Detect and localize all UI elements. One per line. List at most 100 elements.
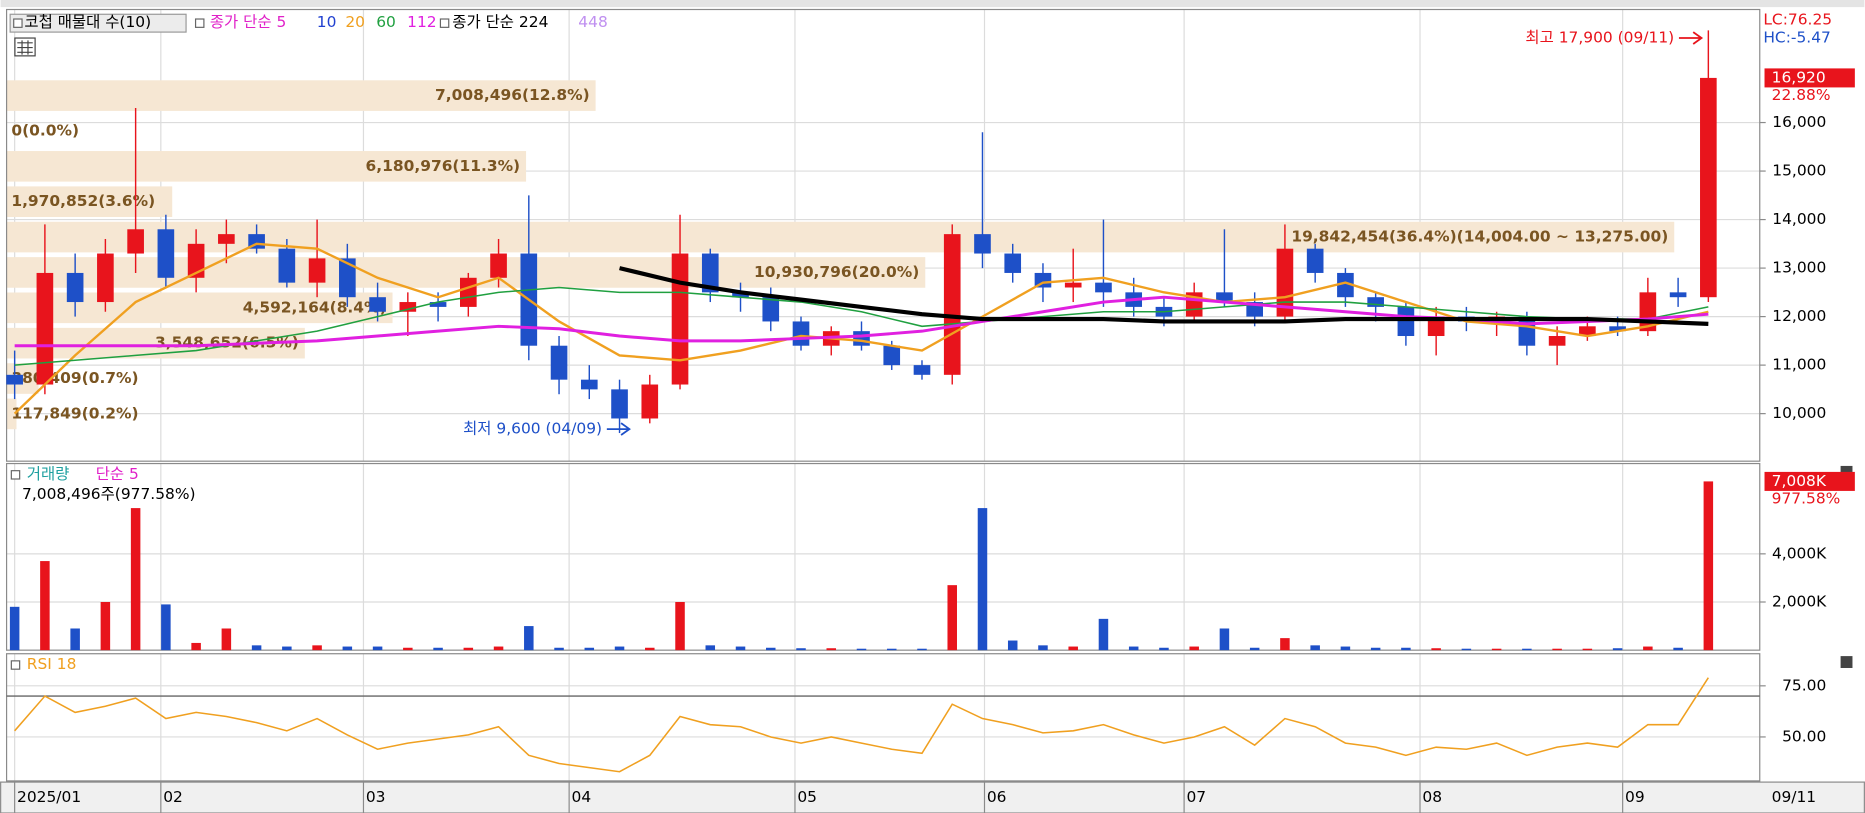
volume-bar [130,508,141,651]
volume-bar [1612,648,1623,651]
volume-bar [524,626,534,651]
close-button[interactable] [1840,465,1853,478]
candle-body [1548,336,1566,346]
candle-body [127,229,144,254]
y-tick-label: 11,000 [1772,356,1826,374]
candle-body [1004,253,1022,273]
volume-panel [5,462,1761,651]
legend-entry: 10 [317,13,337,31]
volume-bar [735,646,746,651]
volume-bar [1370,647,1381,651]
last-change-label: 22.88% [1772,86,1831,104]
lc-label: LC:76.25 [1763,11,1832,29]
moving-average [14,286,1709,366]
candle-body [792,321,810,346]
low-arrow [606,422,631,436]
volume-bar [1007,640,1018,651]
volume-bar [826,648,837,651]
volume-bar [312,645,322,651]
volume-bar [977,508,988,651]
candle-body [1095,282,1112,293]
close-button[interactable] [1840,656,1853,668]
x-tick-label: 04 [572,788,592,806]
candle-body [339,258,356,298]
volume-bar [463,647,474,651]
volume-bar [342,646,353,651]
legend-entry: 448 [578,13,607,31]
candle-body [611,389,628,419]
volume-bar [675,602,685,651]
volume-profile-label: 6,180,976(11.3%) [366,157,521,175]
volume-bar [1310,645,1320,651]
volume-profile-bar [6,398,17,430]
candle-body [278,248,296,283]
candle-body [913,365,931,375]
volume-bar [372,646,383,651]
volume-bar [1461,648,1472,651]
volume-profile-bar [6,80,596,111]
hc-label: HC:-5.47 [1763,29,1831,47]
legend-entry: 112 [407,13,436,31]
candle-body [883,345,901,366]
candle-body [853,331,870,346]
volume-bar [917,648,927,651]
last-price-box [1764,68,1855,88]
volume-bar [1128,646,1139,651]
legend-entry: 60 [376,13,396,31]
volume-bar [161,604,171,651]
candle-body [732,292,749,298]
candle-body [580,379,598,390]
candle-body [459,277,477,307]
last-volume-box [1764,471,1855,491]
y-tick-label: 4,000K [1772,544,1827,562]
moving-average [619,266,1709,326]
candle-body [308,258,326,283]
volume-bar [1280,638,1290,651]
candle-body [36,272,54,385]
legend-entry: 종가 단순 5 [210,13,286,31]
volume-bar [1703,481,1714,651]
y-tick-label: 15,000 [1772,162,1826,180]
last-volume-change: 977.58% [1772,490,1841,508]
volume-profile-bar [6,221,1675,253]
y-tick-label: 75.00 [1782,676,1826,694]
table-icon-lines [17,40,33,55]
volume-bar [886,648,897,651]
volume-bar [1522,648,1532,651]
x-axis-band [0,781,1865,813]
volume-subtitle: 7,008,496주(977.58%) [22,485,196,503]
volume-bar [9,606,20,651]
low-annotation: 최저 9,600 (04/09) [463,420,602,438]
y-tick-label: 13,000 [1772,259,1826,277]
y-tick-label: 10,000 [1772,404,1826,422]
candle-body [66,272,84,303]
high-arrow [1678,31,1704,45]
volume-bar [1189,646,1199,651]
volume-profile-bar [6,151,527,182]
candle-body [701,253,719,293]
legend-box-label: 코첩 매물대 수(10) [24,13,151,31]
volume-profile-label: 380,409(0.7%) [11,369,138,387]
volume-profile-label: 4,592,164(8.4%) [243,298,387,316]
volume-bar [403,647,413,651]
legend-entry: 종가 단순 224 [452,13,548,31]
volume-bar [1098,618,1109,651]
volume-bar [1401,647,1411,651]
candle-body [1669,292,1687,298]
volume-bar [1643,646,1653,651]
volume-profile-bar [6,186,173,218]
candle-body [1397,306,1415,337]
volume-bar [433,647,443,651]
candle-body [6,374,23,385]
legend-box [9,13,187,33]
volume-bar [614,646,625,651]
volume-bar [191,642,201,651]
x-tick-label: 09 [1625,788,1645,806]
x-tick-label: 02 [163,788,183,806]
candle-body [490,253,507,278]
volume-bar [221,628,232,651]
legend-icon [194,18,205,28]
y-tick-label: 12,000 [1772,307,1826,325]
last-date: 09/11 [1772,788,1817,806]
